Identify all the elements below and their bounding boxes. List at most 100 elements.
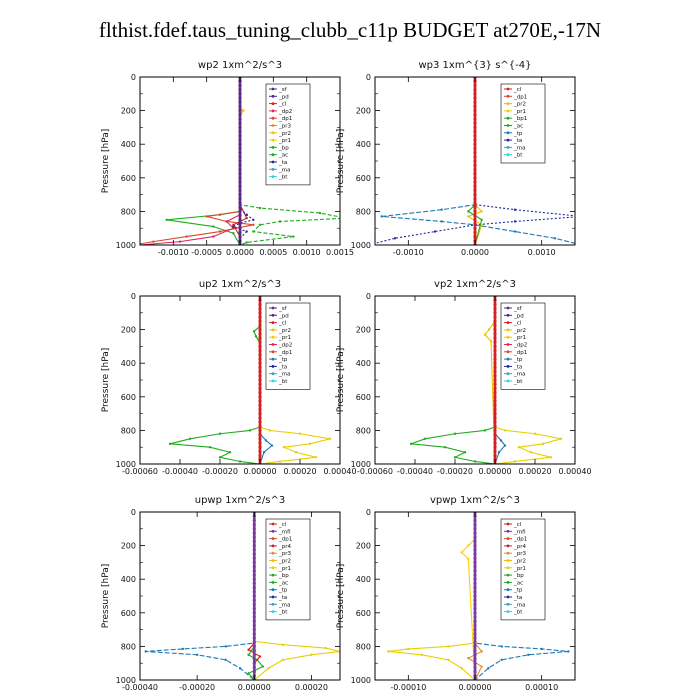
series-point bbox=[308, 442, 312, 446]
legend: _sf_pd _cl_pr2_pr1 _dp2_dp1_tp_ta _ma_bt bbox=[265, 302, 311, 390]
series-point bbox=[258, 412, 262, 416]
series-point bbox=[473, 653, 477, 657]
series-point bbox=[258, 428, 262, 432]
legend-marker bbox=[506, 357, 510, 361]
legend-marker bbox=[506, 610, 510, 613]
legend-marker bbox=[271, 102, 275, 105]
legend-entry: _pr3 bbox=[513, 551, 527, 557]
series-group bbox=[409, 296, 563, 464]
y-tick-label: 800 bbox=[121, 426, 136, 435]
legend-entry: _tp bbox=[513, 357, 523, 363]
series-point bbox=[238, 88, 242, 92]
series-point bbox=[493, 332, 497, 336]
series-point bbox=[258, 361, 262, 365]
series-point bbox=[252, 619, 256, 623]
series-point bbox=[499, 439, 503, 442]
series-point bbox=[238, 667, 242, 670]
y-tick-label: 200 bbox=[356, 107, 371, 116]
series-point bbox=[238, 92, 242, 96]
series-point bbox=[252, 670, 256, 674]
series-point bbox=[252, 556, 256, 560]
legend-marker bbox=[271, 357, 275, 361]
series-point bbox=[480, 218, 483, 221]
legend-entry: _bp bbox=[513, 573, 524, 579]
series-point bbox=[238, 205, 242, 209]
series-point bbox=[232, 223, 235, 227]
series-group bbox=[144, 512, 340, 680]
series-point bbox=[473, 184, 477, 188]
legend-marker bbox=[506, 116, 510, 120]
series-point bbox=[473, 665, 477, 670]
series-point bbox=[258, 349, 262, 353]
x-tick-label: 0.0015 bbox=[326, 248, 354, 257]
x-tick-label: 0.00000 bbox=[238, 683, 271, 692]
series-point bbox=[473, 138, 477, 142]
series-point bbox=[493, 344, 497, 348]
series-point bbox=[473, 586, 477, 590]
series-point bbox=[473, 628, 477, 632]
series-point bbox=[473, 552, 477, 556]
legend-marker bbox=[271, 167, 275, 171]
y-tick-label: 0 bbox=[366, 508, 371, 517]
panel-title: wp2 1xm^2/s^3 bbox=[198, 60, 282, 71]
series-point bbox=[258, 328, 262, 332]
series-point bbox=[493, 386, 497, 390]
series-point bbox=[248, 429, 252, 432]
series-point bbox=[258, 407, 262, 411]
series-point bbox=[238, 209, 242, 213]
series-point bbox=[473, 172, 477, 176]
legend-marker bbox=[271, 131, 275, 135]
series-point bbox=[238, 188, 242, 192]
series-point bbox=[324, 646, 327, 650]
series-point bbox=[314, 456, 318, 459]
series-point bbox=[232, 225, 235, 228]
legend-entry: _pd bbox=[278, 94, 289, 100]
series-point bbox=[473, 602, 477, 607]
series-point bbox=[473, 632, 477, 636]
legend-marker bbox=[271, 365, 275, 368]
series-point bbox=[258, 302, 262, 306]
series-point bbox=[258, 311, 262, 315]
x-tick-label: 0.0000 bbox=[461, 248, 489, 257]
series-point bbox=[467, 210, 470, 213]
series-point bbox=[258, 315, 262, 319]
series-point bbox=[473, 523, 477, 527]
series-point bbox=[493, 441, 497, 445]
series-point bbox=[252, 623, 256, 628]
series-point bbox=[473, 125, 477, 129]
legend-marker bbox=[506, 313, 510, 317]
legend-entry: _pr4 bbox=[513, 544, 527, 550]
series-point bbox=[473, 193, 477, 197]
series-point bbox=[252, 598, 256, 602]
y-tick-label: 1000 bbox=[351, 676, 371, 685]
x-tick-label: 0.0010 bbox=[528, 248, 556, 257]
panel-title: upwp 1xm^2/s^3 bbox=[195, 495, 285, 506]
y-tick-label: 600 bbox=[121, 609, 136, 618]
series-point bbox=[473, 611, 477, 615]
series-point bbox=[247, 653, 250, 656]
series-point bbox=[238, 138, 242, 142]
series-point bbox=[443, 446, 447, 449]
x-tick-label: -0.0005 bbox=[191, 248, 222, 257]
series-point bbox=[252, 330, 256, 333]
legend-marker bbox=[271, 94, 275, 98]
legend-marker bbox=[271, 610, 275, 613]
series-point bbox=[493, 357, 497, 361]
panel-up2: up2 1xm^2/s^3 Pressure [hPa] 0 200 400 600 800… bbox=[101, 279, 357, 476]
series-point bbox=[473, 615, 477, 619]
series-point bbox=[252, 636, 256, 640]
series-point bbox=[493, 328, 497, 332]
panel-title: vp2 1xm^2/s^3 bbox=[434, 279, 516, 290]
series-point bbox=[473, 569, 477, 573]
series-point bbox=[252, 218, 255, 221]
series-point bbox=[473, 573, 477, 577]
legend-marker bbox=[271, 146, 275, 149]
legend-marker bbox=[506, 529, 510, 533]
series-point bbox=[238, 159, 242, 163]
series-point bbox=[387, 650, 390, 653]
panel-title: up2 1xm^2/s^3 bbox=[199, 279, 281, 290]
series-point bbox=[513, 230, 517, 233]
series-point bbox=[258, 437, 262, 441]
series-point bbox=[513, 460, 517, 463]
series-point bbox=[473, 230, 477, 234]
